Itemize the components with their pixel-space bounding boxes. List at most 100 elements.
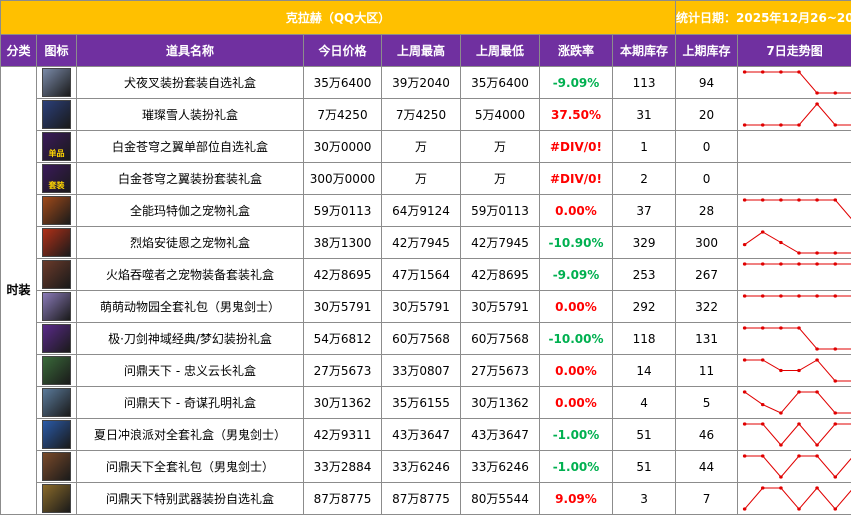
header-last-week-high: 上周最高 [381,34,461,67]
item-name: 白金苍穹之翼装扮套装礼盒 [76,162,304,195]
wing-set-icon: 套装 [42,164,71,193]
trend-line [744,231,851,254]
trend-point [797,123,801,127]
trend-point [833,294,838,298]
last-week-low: 42万7945 [460,226,540,259]
table-row[interactable]: 单品 白金苍穹之翼单部位自选礼盒 30万0000 万万 #DIV/0! 1 0 [1,130,851,163]
last-week-high: 万 [381,162,461,195]
today-price: 30万5791 [303,290,382,323]
table-row[interactable]: 烈焰安徒恩之宠物礼盒 38万1300 42万7945 42万7945 -10.90% 32… [1,226,851,259]
last-week-high: 33万0807 [381,354,461,387]
trend-cell [737,418,851,451]
category-cell: 时装 [0,66,37,515]
trend-point [779,198,783,202]
trend-point [815,486,819,490]
trend-point [742,390,747,394]
table-row[interactable]: 全能玛特伽之宠物礼盒 59万0113 64万9124 59万0113 0.00% 37 28 [1,194,851,227]
last-week-high: 33万6246 [381,450,461,483]
weapon-box-icon [42,484,71,513]
item-name: 犬夜叉装扮套装自选礼盒 [76,66,304,99]
fire-pet-box-icon [42,228,71,257]
table-row[interactable]: 火焰吞噬者之宠物装备套装礼盒 42万8695 47万1564 42万8695 -9.09… [1,258,851,291]
trend-point [815,102,819,106]
snowman-box-icon [42,100,71,129]
trend-point [742,70,747,74]
table-row[interactable]: 套装 白金苍穹之翼装扮套装礼盒 300万0000 万万 #DIV/0! 2 0 [1,162,851,195]
trend-point [779,240,783,245]
trend-sparkline [742,358,851,383]
trend-point [815,454,819,458]
table-row[interactable]: 极·刀剑神域经典/梦幻装扮礼盒 54万6812 60万7568 60万7568 -10.… [1,322,851,355]
stock-prev: 20 [675,98,739,131]
last-week-low: 万 [460,130,540,163]
last-week-low: 33万6246 [460,450,540,483]
icon-cell: 单品 [36,130,77,163]
trend-line [744,103,851,126]
trend-point [833,262,838,266]
stock-now: 51 [611,450,677,483]
last-week-low: 30万1362 [460,386,540,419]
table-row[interactable]: 萌萌动物园全套礼包（男鬼剑士） 30万5791 30万5791 30万5791 0.00… [1,290,851,323]
trend-point [815,198,819,202]
trend-point [760,198,765,202]
trend-line [744,423,851,446]
table-row[interactable]: 问鼎天下特别武器装扮自选礼盒 87万8775 87万8775 80万5544 9.09%… [1,482,851,515]
category-label: 时装 [6,283,31,297]
trend-point [779,294,783,298]
change-rate: 0.00% [539,194,613,227]
item-name: 火焰吞噬者之宠物装备套装礼盒 [76,258,304,291]
table-row[interactable]: 时装 犬夜叉装扮套装自选礼盒 35万6400 39万2040 35万6400 -9.09%… [0,66,851,515]
last-week-high: 47万1564 [381,258,461,291]
trend-line [744,199,851,219]
trend-point [797,422,801,426]
table-row[interactable]: 问鼎天下 - 奇谋孔明礼盒 30万1362 35万6155 30万1362 0.00% 4… [1,386,851,419]
trend-cell [737,194,851,227]
trend-point [779,368,783,373]
today-price: 87万8775 [303,482,382,515]
trend-cell [737,130,851,163]
stock-now: 4 [611,386,677,419]
trend-point [833,251,838,255]
last-week-low: 万 [460,162,540,195]
icon-cell [36,354,77,387]
change-rate: 0.00% [539,386,613,419]
trend-point [815,443,819,447]
stock-now: 113 [611,66,677,99]
trend-point [833,347,838,351]
change-rate: #DIV/0! [539,130,613,163]
trend-point [760,294,765,298]
today-price: 27万5673 [303,354,382,387]
stock-now: 2 [611,162,677,195]
trend-point [833,475,838,479]
trend-point [760,358,765,362]
change-rate: -1.00% [539,418,613,451]
header-row: 分类 图标 道具名称 今日价格 上周最高 上周最低 涨跌率 本期库存 上期库存 … [0,34,851,67]
table-row[interactable]: 问鼎天下 - 忠义云长礼盒 27万5673 33万0807 27万5673 0.00% 1… [1,354,851,387]
item-name: 极·刀剑神域经典/梦幻装扮礼盒 [76,322,304,355]
trend-point [815,251,819,255]
trend-point [833,91,838,95]
price-table: 克拉赫（QQ大区） 统计日期：2025年12月26~2026年1月1日 分类 图… [0,0,851,515]
trend-cell [737,354,851,387]
last-week-high: 87万8775 [381,482,461,515]
trend-point [797,454,801,458]
table-row[interactable]: 璀璨雪人装扮礼盒 7万4250 7万4250 5万4000 37.50% 31 20 [1,98,851,131]
trend-point [815,91,819,95]
last-week-high: 30万5791 [381,290,461,323]
stock-now: 1 [611,130,677,163]
header-stock-prev: 上期库存 [675,34,739,67]
trend-line [744,71,851,94]
table-row[interactable]: 夏日冲浪派对全套礼盒（男鬼剑士） 42万9311 43万3647 43万3647 -1.… [1,418,851,451]
stock-prev: 7 [675,482,739,515]
trend-point [779,475,783,479]
change-rate: 0.00% [539,354,613,387]
stock-now: 31 [611,98,677,131]
header-category: 分类 [0,34,37,67]
trend-point [779,123,783,127]
table-row[interactable]: 问鼎天下全套礼包（男鬼剑士） 33万2884 33万6246 33万6246 -1.00… [1,450,851,483]
stock-prev: 0 [675,130,739,163]
last-week-low: 42万8695 [460,258,540,291]
trend-cell [737,162,851,195]
title-row: 克拉赫（QQ大区） 统计日期：2025年12月26~2026年1月1日 [0,0,851,35]
trend-point [797,326,801,330]
